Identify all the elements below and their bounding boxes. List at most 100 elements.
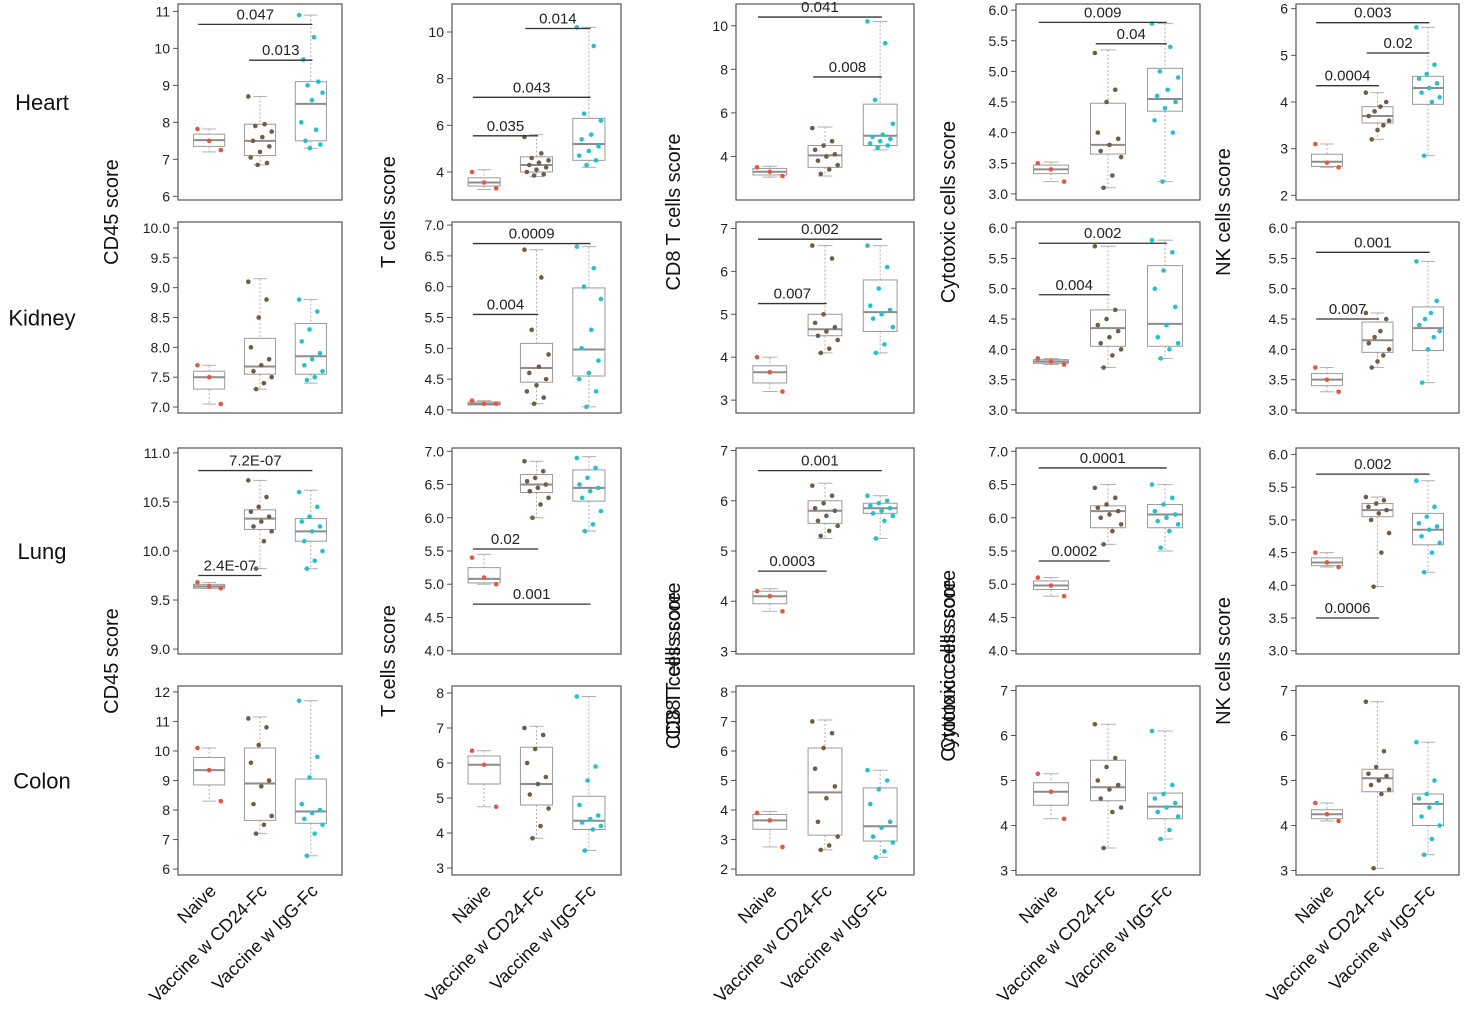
data-point: [821, 311, 826, 317]
data-point: [320, 822, 325, 828]
y-tick-label: 4.5: [425, 609, 445, 625]
data-point: [1110, 528, 1115, 534]
data-point: [1376, 511, 1382, 516]
y-tick-label: 6: [720, 743, 728, 759]
data-point: [1112, 495, 1118, 501]
data-point: [1035, 160, 1041, 166]
data-point: [258, 784, 264, 789]
data-point: [546, 806, 551, 811]
p-value-label: 0.002: [1084, 225, 1122, 242]
data-point: [1419, 90, 1424, 95]
data-point: [1427, 527, 1432, 533]
data-point: [1336, 165, 1341, 170]
y-axis-label: Cytotoxic cells score: [938, 570, 960, 752]
data-point: [1434, 800, 1440, 806]
y-tick-label: 9: [162, 77, 170, 93]
data-point: [1368, 517, 1374, 523]
p-value-label: 0.041: [801, 0, 839, 16]
data-point: [835, 162, 840, 168]
y-tick-label: 3.5: [1269, 610, 1289, 626]
panel-frame: [1295, 447, 1460, 655]
data-point: [1336, 389, 1341, 395]
data-point: [876, 286, 882, 291]
box-iqr: [572, 117, 606, 161]
y-tick-label: 5.5: [989, 543, 1009, 559]
panel-frame: [451, 685, 622, 876]
data-point: [535, 781, 541, 787]
data-point: [1112, 755, 1118, 761]
y-axis-label: NK cells score: [1213, 597, 1235, 725]
data-point: [1383, 99, 1389, 105]
box-iqr: [1361, 106, 1394, 124]
y-tick-label: 4: [720, 148, 728, 164]
data-point: [865, 493, 870, 499]
data-point: [1175, 814, 1181, 819]
category-label: Naive: [1015, 881, 1062, 928]
data-point: [1158, 836, 1163, 842]
data-point: [824, 513, 829, 519]
data-point: [824, 154, 829, 159]
data-point: [870, 316, 876, 321]
y-tick-label: 8: [720, 61, 728, 77]
data-point: [543, 165, 549, 170]
p-value-label: 0.008: [829, 59, 867, 76]
y-tick-label: 6: [720, 263, 728, 279]
category-label: Vaccine w IgG-Fc: [1062, 881, 1176, 995]
y-tick-label: 3.0: [989, 186, 1009, 202]
p-value-label: 0.0003: [769, 553, 815, 570]
data-point: [587, 816, 593, 822]
data-point: [527, 792, 533, 797]
data-point: [1437, 95, 1442, 100]
data-point: [248, 509, 254, 515]
y-tick-label: 3.0: [1269, 402, 1289, 418]
data-point: [1107, 787, 1112, 792]
p-value-label: 0.002: [1354, 456, 1392, 473]
data-point: [1378, 328, 1383, 334]
data-point: [1432, 504, 1437, 510]
organ-label: Lung: [18, 539, 67, 564]
y-tick-label: 10: [712, 18, 728, 34]
data-point: [218, 401, 224, 407]
data-point: [313, 127, 319, 133]
data-point: [256, 315, 262, 320]
data-point: [1414, 478, 1419, 483]
y-tick-label: 5: [1280, 773, 1288, 789]
y-tick-label: 6: [720, 105, 728, 121]
data-point: [260, 134, 265, 140]
p-value-label: 0.003: [1354, 5, 1392, 22]
data-point: [534, 167, 539, 172]
data-point: [1167, 44, 1173, 50]
panel-frame: [177, 3, 343, 201]
data-point: [1437, 823, 1442, 828]
data-point: [312, 831, 318, 836]
box-iqr: [294, 778, 327, 824]
data-point: [1434, 81, 1440, 86]
data-point: [320, 548, 325, 554]
y-tick-label: 6: [436, 755, 444, 771]
data-point: [1386, 530, 1392, 536]
data-point: [1101, 542, 1106, 547]
data-point: [884, 498, 890, 504]
data-point: [1419, 380, 1425, 385]
data-point: [810, 125, 815, 131]
data-point: [1429, 550, 1435, 555]
data-point: [574, 694, 580, 699]
data-point: [574, 455, 580, 461]
data-point: [1098, 796, 1104, 801]
data-point: [538, 502, 543, 507]
data-point: [1432, 62, 1437, 67]
data-point: [585, 475, 590, 481]
data-point: [522, 725, 527, 731]
box-iqr: [519, 342, 554, 383]
data-point: [261, 822, 267, 828]
data-point: [598, 296, 604, 302]
data-point: [534, 382, 539, 388]
data-point: [1431, 334, 1437, 340]
data-point: [312, 374, 318, 380]
data-point: [818, 533, 824, 539]
data-point: [1170, 130, 1176, 135]
data-point: [1383, 316, 1389, 322]
data-point: [872, 97, 878, 103]
data-point: [1381, 123, 1386, 128]
data-point: [754, 165, 760, 170]
